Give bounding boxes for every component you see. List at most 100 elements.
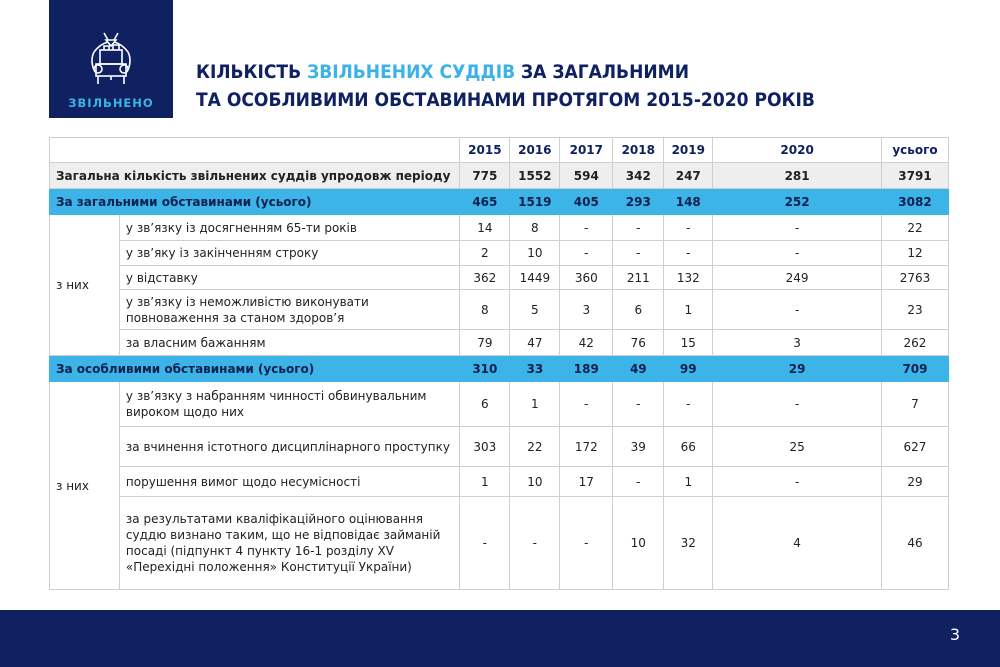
title-part1: КІЛЬКІСТЬ — [196, 61, 308, 83]
table-row: з них у зв’язку із досягненням 65-ти рокі… — [49, 214, 950, 356]
value-cell: 3082 — [880, 188, 950, 215]
value-cell: 12 — [880, 240, 950, 266]
value-cell: 10 — [509, 240, 561, 266]
header-empty — [48, 137, 461, 163]
value-cell: - — [612, 466, 665, 497]
value-cell: 3 — [559, 289, 614, 330]
row-label: за вчинення істотного дисциплінарного пр… — [118, 426, 461, 467]
row-label: порушення вимог щодо несумісності — [118, 466, 461, 497]
dismissed-judges-table: 2015 2016 2017 2018 2019 2020 усього Загальна … — [48, 137, 950, 590]
value-cell: 29 — [880, 466, 950, 497]
value-cell: 3 — [712, 329, 882, 356]
value-cell: 6 — [612, 289, 665, 330]
value-cell: 1 — [459, 466, 511, 497]
value-cell: 99 — [663, 355, 714, 382]
value-cell: 10 — [612, 496, 665, 590]
value-cell: 8 — [509, 214, 561, 241]
footer-bar: 3 — [0, 610, 1000, 667]
value-cell: 32 — [663, 496, 714, 590]
value-cell: 22 — [880, 214, 950, 241]
group-label: з них — [49, 214, 120, 356]
value-cell: 15 — [663, 329, 714, 356]
value-cell: 42 — [559, 329, 614, 356]
special-summary-row: За особливими обставинами (усього) 310 33 1… — [48, 355, 950, 382]
section-logo: ЗВІЛЬНЕНО — [49, 0, 173, 118]
value-cell: 405 — [559, 188, 614, 215]
table-row: у зв’яку із закінченням строку 2 10- - - -12 — [50, 240, 950, 266]
value-cell: - — [712, 381, 882, 427]
value-cell: 1 — [663, 466, 714, 497]
table-header-row: 2015 2016 2017 2018 2019 2020 усього — [48, 137, 950, 163]
row-label: у зв’язку із неможливістю виконувати пов… — [118, 289, 461, 330]
value-cell: 29 — [712, 355, 882, 382]
value-cell: - — [612, 214, 665, 241]
column-header: 2018 — [612, 137, 665, 163]
value-cell: - — [712, 214, 882, 241]
value-cell: 7 — [880, 381, 950, 427]
value-cell: 46 — [880, 496, 950, 590]
value-cell: - — [712, 240, 882, 266]
value-cell: - — [559, 381, 614, 427]
value-cell: 1552 — [509, 162, 561, 189]
value-cell: 465 — [459, 188, 511, 215]
value-cell: - — [459, 496, 511, 590]
value-cell: 342 — [612, 162, 665, 189]
title-line2: ТА ОСОБЛИВИМИ ОБСТАВИНАМИ ПРОТЯГОМ 2015-… — [196, 89, 815, 111]
value-cell: 252 — [712, 188, 882, 215]
general-summary-row: За загальними обставинами (усього) 465 151… — [48, 188, 950, 215]
value-cell: 247 — [663, 162, 714, 189]
row-label: у зв’язку із досягненням 65-ти років — [118, 214, 461, 241]
value-cell: 8 — [459, 289, 511, 330]
value-cell: - — [559, 496, 614, 590]
value-cell: 4 — [712, 496, 882, 590]
value-cell: - — [663, 240, 714, 266]
group-label: з них — [49, 381, 120, 590]
value-cell: - — [612, 240, 665, 266]
table-row: з них у зв’язку з набранням чинності обви… — [49, 381, 950, 590]
row-label: у відставку — [118, 265, 461, 290]
value-cell: 76 — [612, 329, 665, 356]
value-cell: - — [559, 214, 614, 241]
value-cell: - — [712, 289, 882, 330]
table-row: порушення вимог щодо несумісності 1 10 17-1… — [50, 466, 950, 497]
column-header: 2017 — [559, 137, 614, 163]
value-cell: 303 — [459, 426, 511, 467]
value-cell: 360 — [559, 265, 614, 290]
column-header: 2015 — [459, 137, 511, 163]
value-cell: 627 — [880, 426, 950, 467]
total-row: Загальна кількість звільнених суддів упр… — [48, 162, 950, 189]
value-cell: 66 — [663, 426, 714, 467]
value-cell: - — [663, 214, 714, 241]
value-cell: 362 — [459, 265, 511, 290]
row-label: у зв’яку із закінченням строку — [118, 240, 461, 266]
value-cell: 148 — [663, 188, 714, 215]
value-cell: 14 — [459, 214, 511, 241]
table-row: у зв’язку із неможливістю виконувати пов… — [50, 289, 950, 330]
title-highlight: ЗВІЛЬНЕНИХ СУДДІВ — [307, 61, 516, 83]
table-row: за результатами кваліфікаційного оцінюва… — [50, 496, 950, 590]
value-cell: 1519 — [509, 188, 561, 215]
value-cell: 2763 — [880, 265, 950, 290]
value-cell: 22 — [509, 426, 561, 467]
value-cell: 49 — [612, 355, 665, 382]
value-cell: 47 — [509, 329, 561, 356]
column-header: 2019 — [663, 137, 714, 163]
value-cell: 249 — [712, 265, 882, 290]
row-label: за власним бажанням — [118, 329, 461, 356]
value-cell: - — [712, 466, 882, 497]
value-cell: 709 — [880, 355, 950, 382]
value-cell: 25 — [712, 426, 882, 467]
value-cell: - — [612, 381, 665, 427]
table-row: за вчинення істотного дисциплінарного пр… — [50, 426, 950, 467]
value-cell: 6 — [459, 381, 511, 427]
value-cell: 132 — [663, 265, 714, 290]
row-label: За загальними обставинами (усього) — [48, 188, 461, 215]
column-header: усього — [880, 137, 950, 163]
value-cell: 10 — [509, 466, 561, 497]
value-cell: 189 — [559, 355, 614, 382]
page-number: 3 — [949, 625, 960, 644]
value-cell: - — [559, 240, 614, 266]
value-cell: 1 — [663, 289, 714, 330]
value-cell: 1449 — [509, 265, 561, 290]
value-cell: 1 — [509, 381, 561, 427]
